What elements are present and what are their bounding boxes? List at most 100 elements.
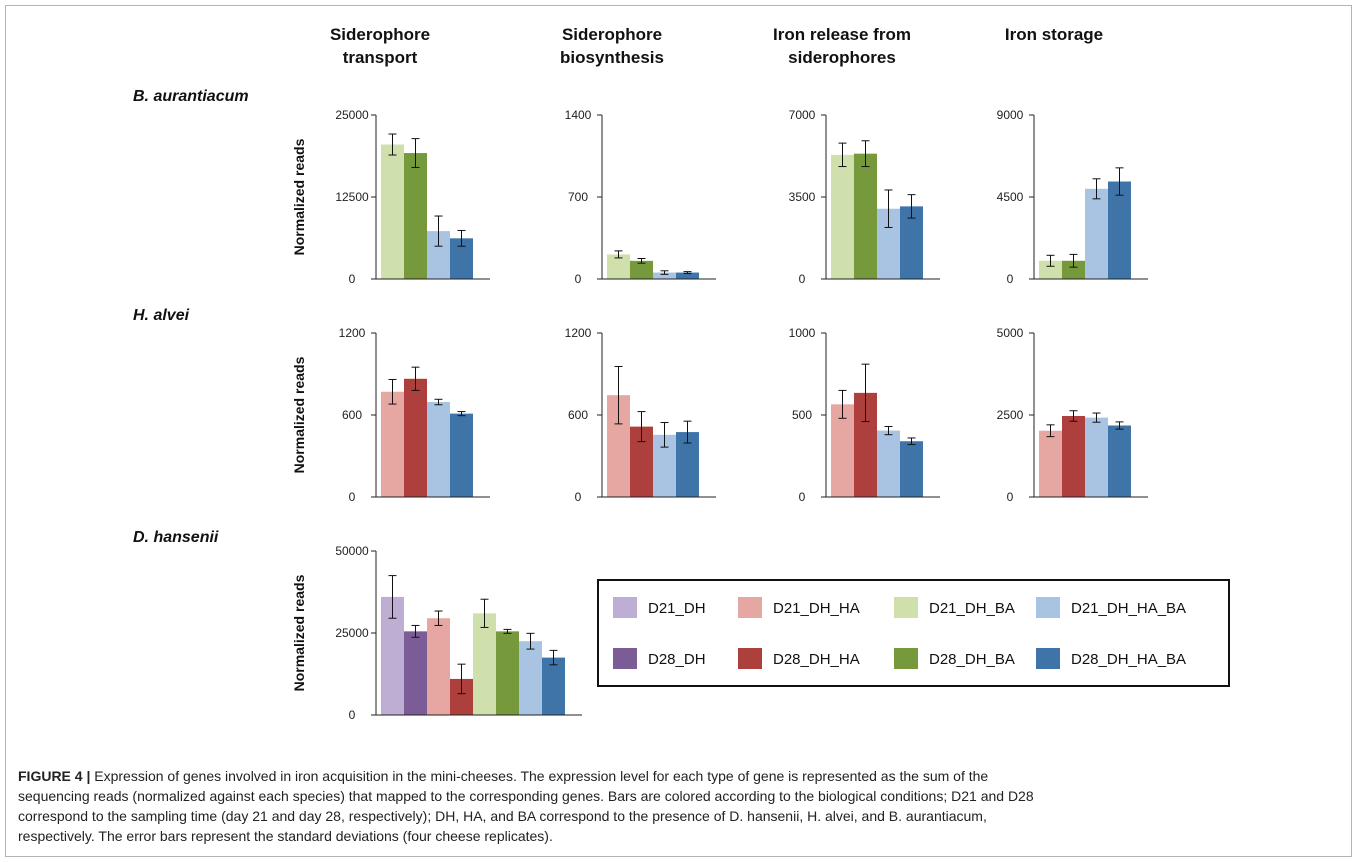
bar: [404, 153, 427, 279]
bar: [607, 254, 630, 279]
bar: [854, 392, 877, 497]
chart-panel: 0 700 1400: [565, 108, 716, 286]
legend-label: D28_DH_HA: [773, 651, 860, 668]
legend-box: [597, 579, 1230, 687]
legend-swatch: [738, 648, 762, 669]
y-tick-label: 0: [799, 490, 806, 504]
caption-line-1: Expression of genes involved in iron acq…: [94, 768, 989, 784]
y-tick-label: 700: [568, 190, 588, 204]
y-tick-label: 0: [575, 490, 582, 504]
y-tick-label: 600: [342, 408, 362, 422]
column-title: Siderophore: [562, 25, 662, 44]
bar: [653, 434, 676, 497]
y-tick-label: 600: [568, 408, 588, 422]
bar: [519, 641, 542, 715]
bar: [1085, 188, 1108, 279]
y-tick-label: 7000: [789, 108, 816, 122]
caption-label: FIGURE 4 |: [18, 768, 91, 784]
y-tick-label: 1000: [789, 326, 816, 340]
y-tick-label: 0: [1007, 272, 1014, 286]
legend-swatch: [894, 648, 918, 669]
legend-label: D21_DH_HA_BA: [1071, 600, 1186, 617]
bar: [473, 613, 496, 715]
bar: [676, 272, 699, 279]
y-axis-label: Normalized reads: [291, 356, 307, 473]
y-axis-label: Normalized reads: [291, 138, 307, 255]
bar: [427, 402, 450, 497]
bar: [607, 395, 630, 497]
bar: [1062, 260, 1085, 279]
bar: [630, 260, 653, 279]
bar: [831, 154, 854, 279]
y-tick-label: 1400: [565, 108, 592, 122]
bar: [381, 596, 404, 715]
y-tick-label: 25000: [335, 626, 369, 640]
bar: [404, 631, 427, 715]
legend-label: D28_DH_BA: [929, 651, 1015, 668]
y-tick-label: 9000: [997, 108, 1024, 122]
bar: [877, 208, 900, 279]
bar: [1108, 181, 1131, 279]
bar: [404, 378, 427, 497]
chart-panel: 0 3500 7000: [789, 108, 940, 286]
column-title: biosynthesis: [560, 48, 664, 67]
row-title: B. aurantiacum: [133, 88, 249, 105]
y-tick-label: 1200: [565, 326, 592, 340]
chart-panel: 0 4500 9000: [997, 108, 1148, 286]
y-tick-label: 0: [349, 272, 356, 286]
y-tick-label: 2500: [997, 408, 1024, 422]
legend-swatch: [738, 597, 762, 618]
y-tick-label: 4500: [997, 190, 1024, 204]
legend-label: D21_DH_BA: [929, 600, 1015, 617]
y-tick-label: 3500: [789, 190, 816, 204]
column-title: siderophores: [788, 48, 896, 67]
bar: [1039, 260, 1062, 279]
y-tick-label: 1200: [339, 326, 366, 340]
column-title: Iron release from: [773, 25, 911, 44]
legend-swatch: [894, 597, 918, 618]
legend-swatch: [613, 597, 637, 618]
y-tick-label: 0: [349, 490, 356, 504]
bar: [676, 432, 699, 497]
y-tick-label: 0: [1007, 490, 1014, 504]
bar: [450, 238, 473, 279]
legend-label: D28_DH: [648, 651, 706, 668]
bar: [450, 678, 473, 715]
bar: [854, 153, 877, 279]
legend-swatch: [1036, 597, 1060, 618]
y-tick-label: 25000: [335, 108, 369, 122]
legend-swatch: [1036, 648, 1060, 669]
y-tick-label: 0: [799, 272, 806, 286]
legend-label: D21_DH: [648, 600, 706, 617]
bar: [496, 631, 519, 715]
y-tick-label: 12500: [335, 190, 369, 204]
chart-panel: 0 2500 5000: [997, 326, 1148, 504]
caption-line-2: sequencing reads (normalized against eac…: [18, 788, 1034, 804]
chart-panel: 0 600 1200 Normalized reads: [291, 326, 490, 504]
chart-panel: 0 500 1000: [789, 326, 940, 504]
y-tick-label: 0: [349, 708, 356, 722]
bar: [877, 430, 900, 497]
legend-label: D28_DH_HA_BA: [1071, 651, 1186, 668]
figure-caption: FIGURE 4 | Expression of genes involved …: [18, 766, 1338, 846]
y-tick-label: 50000: [335, 544, 369, 558]
caption-line-3: correspond to the sampling time (day 21 …: [18, 808, 987, 824]
caption-line-4: respectively. The error bars represent t…: [18, 828, 553, 844]
legend-label: D21_DH_HA: [773, 600, 860, 617]
bar: [1085, 417, 1108, 497]
bar: [900, 441, 923, 497]
bar: [1039, 430, 1062, 497]
figure-frame: [5, 5, 1352, 857]
column-title: Iron storage: [1005, 25, 1103, 44]
y-tick-label: 500: [792, 408, 812, 422]
legend-swatch: [613, 648, 637, 669]
bar: [381, 144, 404, 279]
row-title: H. alvei: [133, 307, 190, 324]
bar: [1062, 415, 1085, 497]
bar: [542, 657, 565, 715]
y-tick-label: 5000: [997, 326, 1024, 340]
column-title: Siderophore: [330, 25, 430, 44]
figure-panels: Siderophore transport Siderophore biosynthe…: [133, 25, 1230, 722]
bar: [831, 404, 854, 497]
chart-panel: 0 600 1200: [565, 326, 716, 504]
